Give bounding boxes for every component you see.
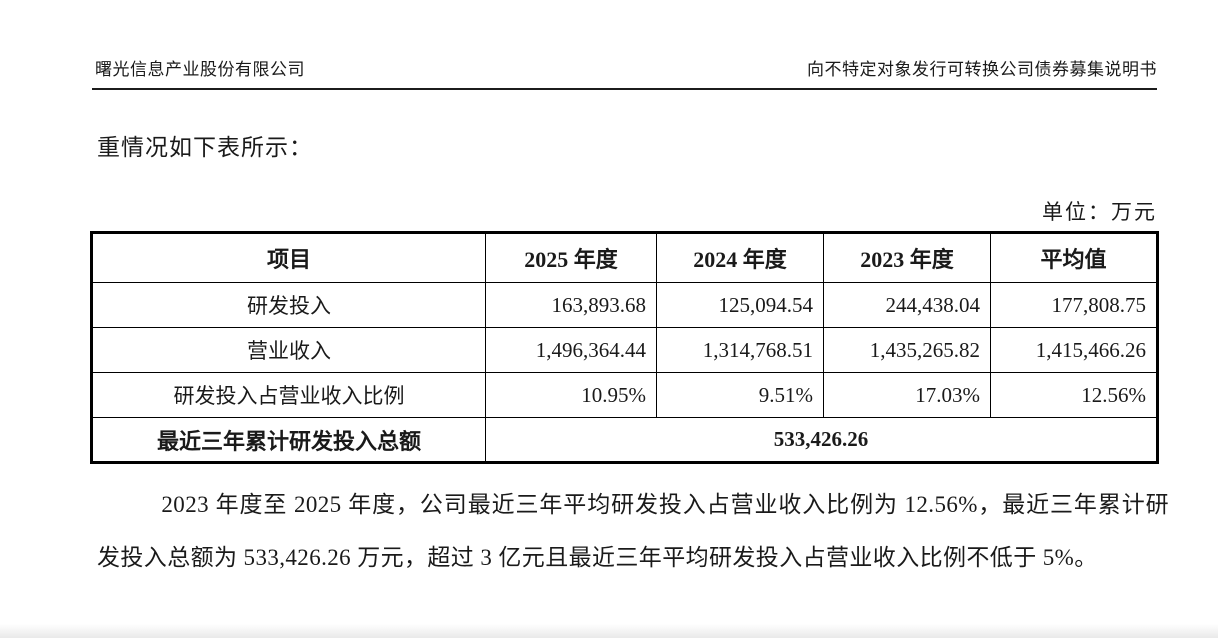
cell-value: 9.51% <box>656 372 824 418</box>
row-label: 研发投入 <box>91 282 486 328</box>
document-title: 向不特定对象发行可转换公司债券募集说明书 <box>807 60 1157 79</box>
cell-value: 1,314,768.51 <box>656 327 824 373</box>
row-label: 研发投入占营业收入比例 <box>91 372 486 418</box>
cell-value: 244,438.04 <box>823 282 991 328</box>
table-row-rd-ratio: 研发投入占营业收入比例 10.95% 9.51% 17.03% 12.56% <box>91 372 1158 418</box>
cell-value: 1,496,364.44 <box>485 327 657 373</box>
table-header-row: 项目 2025 年度 2024 年度 2023 年度 平均值 <box>91 232 1158 283</box>
col-header-item: 项目 <box>91 232 486 283</box>
cell-value: 17.03% <box>823 372 991 418</box>
unit-label: 单位：万元 <box>1042 200 1157 224</box>
running-head: 曙光信息产业股份有限公司 向不特定对象发行可转换公司债券募集说明书 <box>95 55 1157 80</box>
cell-value: 1,435,265.82 <box>823 327 991 373</box>
table-row-revenue: 营业收入 1,496,364.44 1,314,768.51 1,435,265… <box>91 327 1158 373</box>
table-row-cumulative-total: 最近三年累计研发投入总额 533,426.26 <box>91 417 1158 463</box>
row-label: 营业收入 <box>91 327 486 373</box>
cell-value: 1,415,466.26 <box>990 327 1158 373</box>
cell-value: 163,893.68 <box>485 282 657 328</box>
rd-investment-table: 项目 2025 年度 2024 年度 2023 年度 平均值 研发投入 163,… <box>90 231 1159 464</box>
cell-value: 125,094.54 <box>656 282 824 328</box>
body-paragraph: 2023 年度至 2025 年度，公司最近三年平均研发投入占营业收入比例为 12… <box>97 492 1169 570</box>
intro-text: 重情况如下表所示： <box>97 135 313 160</box>
summary-value: 533,426.26 <box>485 417 1158 463</box>
col-header-2023: 2023 年度 <box>823 232 991 283</box>
page-bottom-edge <box>0 624 1218 638</box>
cell-value: 12.56% <box>990 372 1158 418</box>
company-name: 曙光信息产业股份有限公司 <box>95 60 305 79</box>
col-header-average: 平均值 <box>990 232 1158 283</box>
table-row-rd-investment: 研发投入 163,893.68 125,094.54 244,438.04 17… <box>91 282 1158 328</box>
header-divider <box>92 88 1157 90</box>
summary-label: 最近三年累计研发投入总额 <box>91 417 486 463</box>
col-header-2025: 2025 年度 <box>485 232 657 283</box>
cell-value: 177,808.75 <box>990 282 1158 328</box>
col-header-2024: 2024 年度 <box>656 232 824 283</box>
cell-value: 10.95% <box>485 372 657 418</box>
